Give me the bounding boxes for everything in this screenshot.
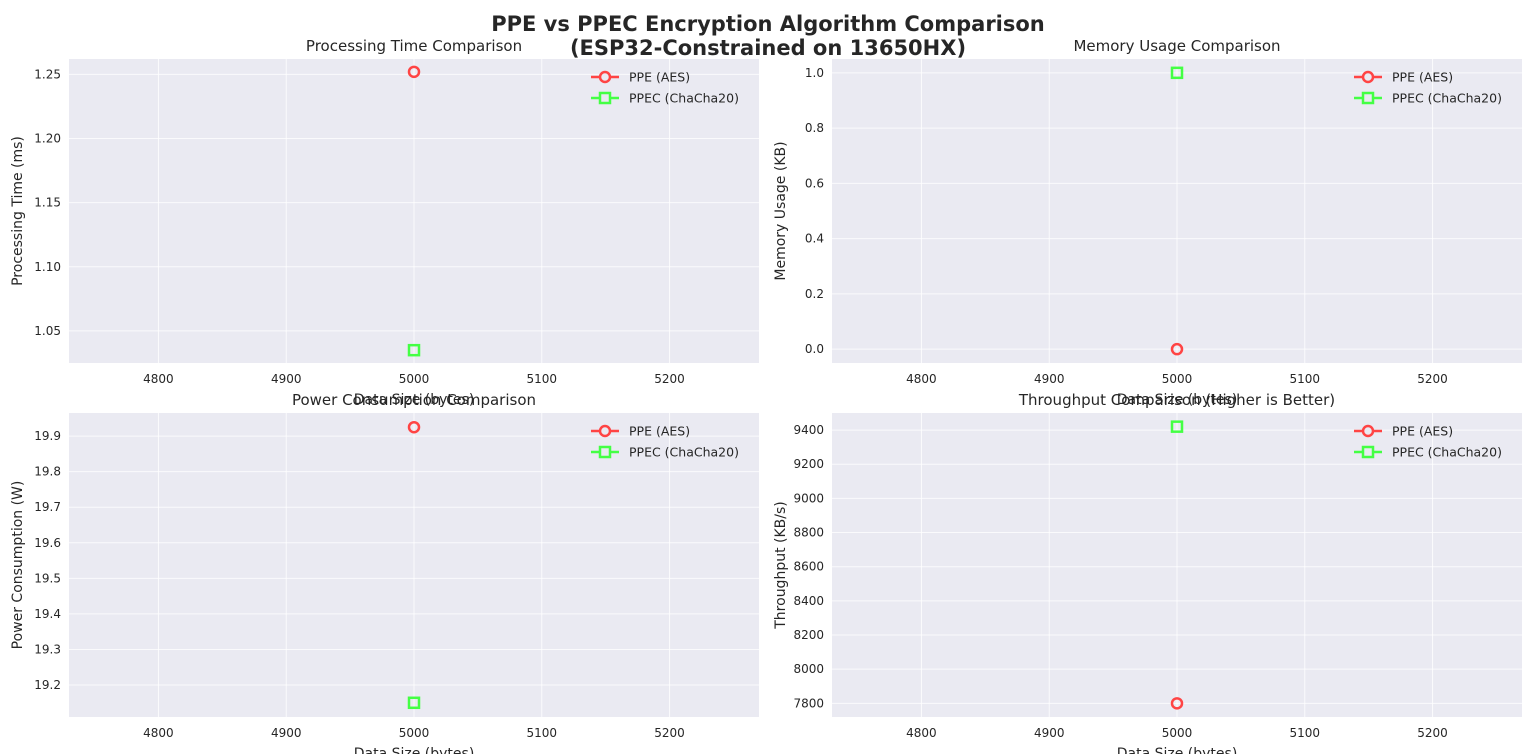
- y-axis-label: Memory Usage (KB): [773, 141, 789, 280]
- y-tick-label: 0.6: [805, 176, 824, 190]
- legend-label: PPE (AES): [629, 424, 690, 439]
- y-tick-label: 7800: [793, 696, 824, 710]
- y-tick-label: 8000: [793, 662, 824, 676]
- x-tick-label: 5100: [1290, 726, 1321, 740]
- x-tick-label: 4800: [143, 372, 174, 386]
- legend: PPE (AES) PPEC (ChaCha20): [1354, 70, 1502, 106]
- data-point-ppe: [1170, 697, 1184, 710]
- legend-label: PPEC (ChaCha20): [1392, 91, 1502, 106]
- x-tick-label: 5000: [399, 726, 430, 740]
- y-tick-label: 1.10: [34, 260, 61, 274]
- y-tick-label: 9200: [793, 457, 824, 471]
- x-axis-label: Data Size (bytes): [354, 746, 475, 754]
- y-axis-label: Power Consumption (W): [10, 481, 26, 650]
- y-tick-label: 8800: [793, 526, 824, 540]
- legend-marker-square: [1361, 91, 1375, 105]
- y-tick-label: 1.20: [34, 132, 61, 146]
- x-tick-label: 5000: [1162, 726, 1193, 740]
- y-tick-label: 1.0: [805, 66, 824, 80]
- chart-panel-1: 4800 4900 5000 5100 5200 1.05 1.10 1.15 1.20 1.25…: [10, 37, 759, 408]
- y-tick-label: 0.4: [805, 232, 824, 246]
- y-tick-label: 9400: [793, 423, 824, 437]
- y-tick-label: 0.0: [805, 342, 824, 356]
- data-point-ppe: [407, 65, 421, 79]
- y-tick-label: 19.2: [34, 678, 61, 692]
- x-axis-label: Data Size (bytes): [1117, 392, 1238, 408]
- x-tick-label: 4800: [906, 726, 937, 740]
- data-point-ppec: [1170, 420, 1184, 433]
- legend-label: PPEC (ChaCha20): [629, 445, 739, 460]
- y-tick-label: 19.9: [34, 429, 61, 443]
- x-axis-label: Data Size (bytes): [354, 392, 475, 408]
- legend-label: PPEC (ChaCha20): [1392, 445, 1502, 460]
- legend: PPE (AES) PPEC (ChaCha20): [1354, 424, 1502, 460]
- y-tick-label: 8200: [793, 628, 824, 642]
- x-tick-label: 5100: [527, 726, 558, 740]
- legend-label: PPEC (ChaCha20): [629, 91, 739, 106]
- x-tick-label: 5200: [654, 372, 685, 386]
- x-tick-label: 4800: [143, 726, 174, 740]
- data-point-ppe: [407, 420, 421, 434]
- y-tick-label: 1.15: [34, 196, 61, 210]
- legend: PPE (AES) PPEC (ChaCha20): [591, 70, 739, 106]
- x-tick-label: 5000: [399, 372, 430, 386]
- legend-label: PPE (AES): [1392, 424, 1453, 439]
- y-tick-label: 19.4: [34, 607, 61, 621]
- x-tick-label: 4900: [271, 726, 302, 740]
- panels: 4800 4900 5000 5100 5200 1.05 1.10 1.15 1.20 1.25…: [10, 37, 1522, 754]
- legend-marker-circle: [1361, 424, 1375, 438]
- y-tick-label: 0.8: [805, 121, 824, 135]
- x-tick-label: 5100: [1290, 372, 1321, 386]
- data-point-ppe: [1170, 342, 1184, 356]
- y-tick-label: 8400: [793, 594, 824, 608]
- y-tick-label: 1.05: [34, 324, 61, 338]
- y-tick-label: 19.8: [34, 465, 61, 479]
- y-tick-label: 8600: [793, 560, 824, 574]
- legend-marker-circle: [1361, 70, 1375, 84]
- figure-title-line1: PPE vs PPEC Encryption Algorithm Compari…: [491, 12, 1045, 36]
- chart-panel-4: 4800 4900 5000 5100 5200 7800 8000 8200 8400 8600…: [773, 391, 1522, 754]
- legend-marker-square: [1361, 445, 1375, 459]
- y-tick-label: 19.5: [34, 571, 61, 585]
- legend-marker-circle: [598, 424, 612, 438]
- x-tick-label: 4900: [1034, 726, 1065, 740]
- y-axis-label: Processing Time (ms): [10, 136, 26, 286]
- x-axis-label: Data Size (bytes): [1117, 746, 1238, 754]
- x-tick-label: 5200: [1417, 726, 1448, 740]
- y-tick-label: 19.6: [34, 536, 61, 550]
- y-tick-label: 0.2: [805, 287, 824, 301]
- legend-label: PPE (AES): [1392, 70, 1453, 85]
- x-tick-label: 5100: [527, 372, 558, 386]
- legend-label: PPE (AES): [629, 70, 690, 85]
- data-point-ppec: [1170, 66, 1184, 80]
- panel-title: Memory Usage Comparison: [1073, 37, 1280, 55]
- legend-marker-square: [598, 445, 612, 459]
- x-tick-label: 5200: [1417, 372, 1448, 386]
- panel-title: Throughput Comparison (Higher is Better): [1018, 391, 1335, 409]
- legend-marker-circle: [598, 70, 612, 84]
- chart-panel-2: 4800 4900 5000 5100 5200 0.0 0.2 0.4 0.6 0.8 1.0 Da…: [773, 37, 1522, 408]
- x-tick-label: 4900: [1034, 372, 1065, 386]
- panel-title: Processing Time Comparison: [306, 37, 522, 55]
- chart-panel-3: 4800 4900 5000 5100 5200 19.2 19.3 19.4 19.5 19.6…: [10, 391, 759, 754]
- data-point-ppec: [407, 696, 421, 710]
- x-tick-label: 4800: [906, 372, 937, 386]
- figure-title-line2: (ESP32-Constrained on 13650HX): [570, 36, 966, 60]
- data-point-ppec: [407, 343, 421, 357]
- legend: PPE (AES) PPEC (ChaCha20): [591, 424, 739, 460]
- panel-title: Power Consumption Comparison: [292, 391, 536, 409]
- y-tick-label: 9000: [793, 491, 824, 505]
- y-tick-label: 19.7: [34, 500, 61, 514]
- x-tick-label: 4900: [271, 372, 302, 386]
- y-axis-label: Throughput (KB/s): [773, 501, 789, 630]
- y-tick-label: 1.25: [34, 67, 61, 81]
- x-tick-label: 5200: [654, 726, 685, 740]
- y-tick-label: 19.3: [34, 642, 61, 656]
- legend-marker-square: [598, 91, 612, 105]
- x-tick-label: 5000: [1162, 372, 1193, 386]
